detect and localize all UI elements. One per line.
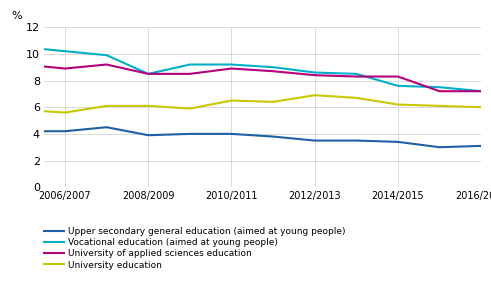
Legend: Upper secondary general education (aimed at young people), Vocational education : Upper secondary general education (aimed… — [44, 227, 345, 270]
Text: %: % — [11, 11, 22, 21]
